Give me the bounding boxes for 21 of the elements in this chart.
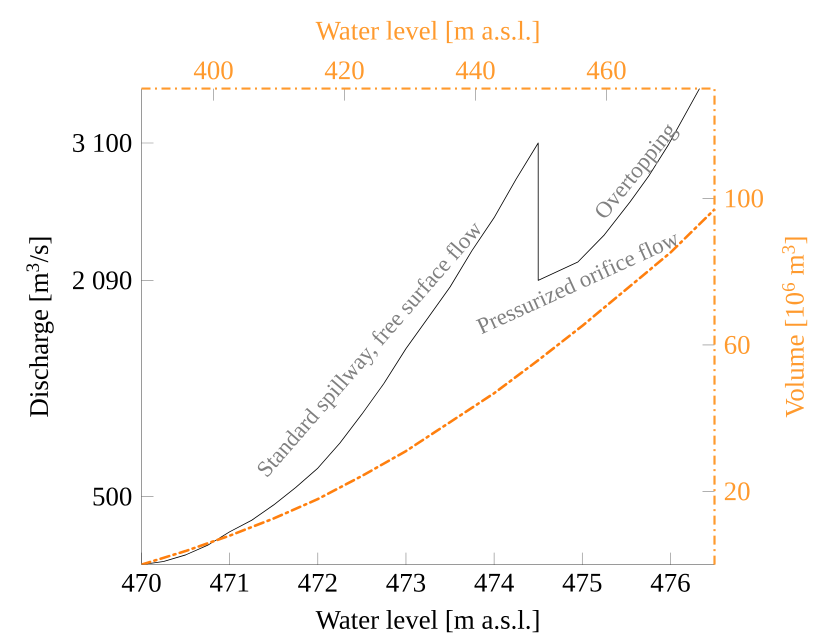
x-tick-label: 470	[122, 574, 161, 592]
y-tick-label: 3 100	[73, 134, 132, 152]
x-tick-label: 476	[650, 574, 690, 592]
x2-tick-label: 400	[194, 61, 233, 80]
x2-tick-label: 440	[456, 61, 495, 80]
y2-tick-label: 60	[724, 336, 750, 354]
y-tick-label: 500	[94, 487, 132, 506]
x-axis-title: Water level [m a.s.l.]	[316, 610, 538, 632]
x-tick-label: 475	[562, 574, 602, 592]
x-tick-label: 471	[210, 574, 248, 592]
y-axis-title: Discharge [m$^{3}$/s]	[26, 237, 54, 417]
x-tick-label: 473	[386, 574, 426, 592]
x-tick-label: 474	[474, 574, 514, 592]
y2-axis-title: Volume [10$^{6}$ m$^{3}$]	[782, 237, 808, 418]
y2-tick-label: 100	[726, 189, 763, 208]
y2-tick-label: 20	[724, 482, 750, 500]
x-tick-label: 472	[298, 574, 337, 592]
y-tick-label: 2 090	[73, 271, 132, 290]
x2-tick-label: 460	[586, 61, 626, 80]
x2-tick-label: 420	[324, 61, 364, 80]
x2-axis-title: Water level [m a.s.l.]	[316, 20, 538, 44]
